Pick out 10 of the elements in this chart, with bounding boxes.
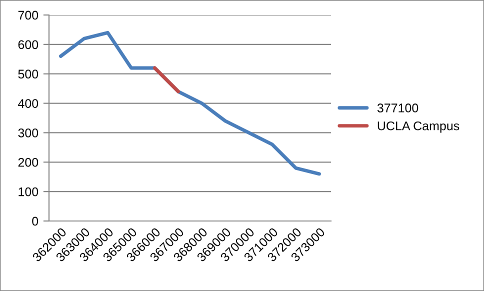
y-tick-label: 700: [18, 10, 38, 20]
y-tick-label: 500: [18, 70, 38, 79]
y-tick-label: 200: [18, 158, 38, 167]
legend-label: UCLA Campus: [378, 121, 460, 133]
y-tick-label: 600: [18, 40, 38, 50]
y-tick-label: 300: [18, 128, 38, 138]
y-tick-label: 400: [18, 99, 38, 108]
y-tick-label: 100: [18, 187, 38, 196]
legend-label: 377100: [377, 104, 418, 112]
y-tick-label: 0: [32, 216, 38, 226]
